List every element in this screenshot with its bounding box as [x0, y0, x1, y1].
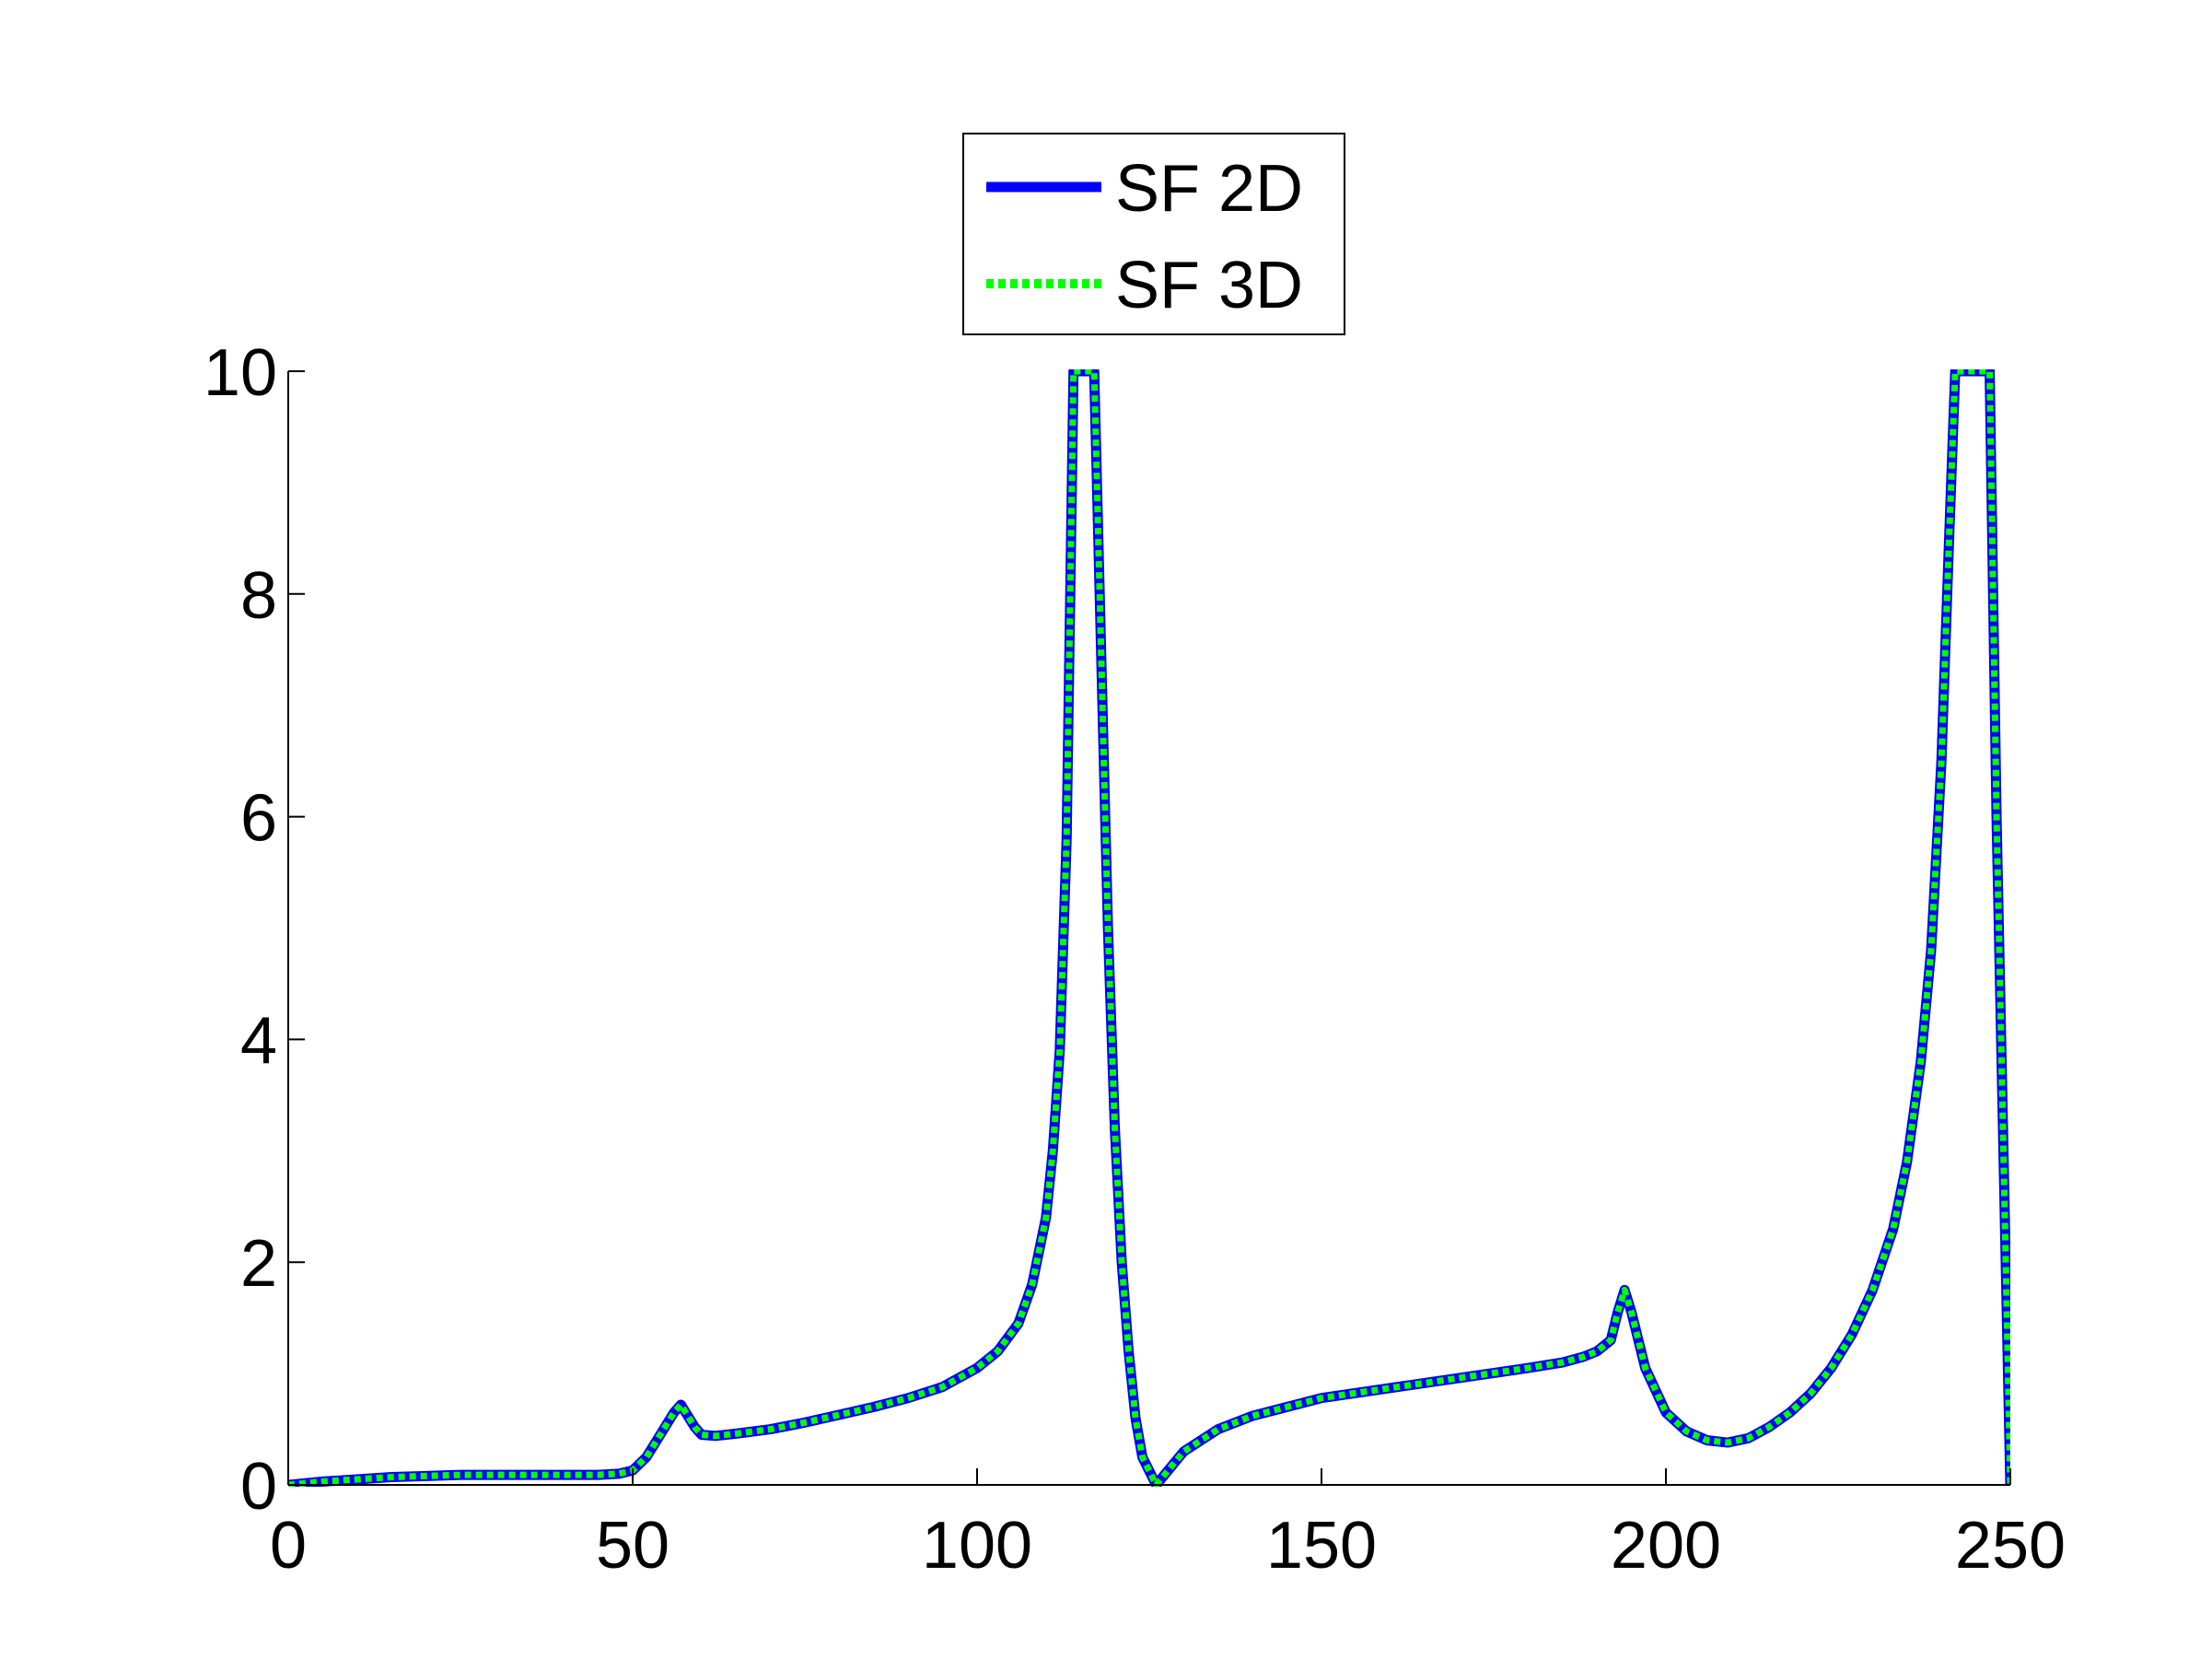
series-line-1: [288, 369, 2010, 1487]
legend: SF 2D SF 3D: [962, 133, 1345, 335]
legend-label-1: SF 2D: [1115, 152, 1303, 226]
x-tick-label: 0: [270, 1509, 307, 1583]
x-tick-label: 250: [1955, 1509, 2066, 1583]
x-tick-label: 150: [1266, 1509, 1377, 1583]
legend-label-2: SF 3D: [1115, 249, 1303, 322]
y-tick-label: 6: [240, 782, 277, 856]
x-tick-label: 200: [1611, 1509, 1721, 1583]
y-tick-label: 8: [240, 559, 277, 633]
axes: 0 50 100 150 200 250 0 2 4 6 8 10: [204, 336, 2066, 1583]
x-tick-label: 100: [922, 1509, 1032, 1583]
legend-box: [962, 133, 1345, 335]
y-tick-label: 4: [240, 1004, 277, 1078]
x-tick-label: 50: [596, 1509, 669, 1583]
y-tick-label: 10: [204, 336, 277, 410]
y-tick-label: 2: [240, 1227, 277, 1301]
series-layer: [288, 369, 2010, 1487]
y-tick-label: 0: [240, 1450, 277, 1524]
series-line-2: [288, 369, 2010, 1487]
